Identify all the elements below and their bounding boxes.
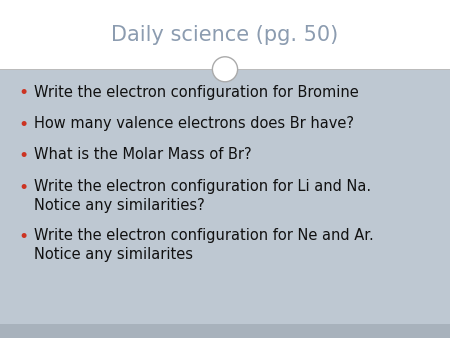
Text: Write the electron configuration for Li and Na.
Notice any similarities?: Write the electron configuration for Li … [34, 179, 371, 213]
Text: What is the Molar Mass of Br?: What is the Molar Mass of Br? [34, 147, 252, 162]
FancyBboxPatch shape [0, 69, 450, 324]
Text: Daily science (pg. 50): Daily science (pg. 50) [112, 25, 338, 46]
Text: How many valence electrons does Br have?: How many valence electrons does Br have? [34, 116, 354, 131]
Text: •: • [18, 84, 28, 102]
Text: •: • [18, 147, 28, 165]
Text: •: • [18, 228, 28, 246]
Text: •: • [18, 116, 28, 134]
Text: •: • [18, 179, 28, 197]
Ellipse shape [212, 57, 238, 82]
FancyBboxPatch shape [0, 324, 450, 338]
Text: Write the electron configuration for Ne and Ar.
Notice any similarites: Write the electron configuration for Ne … [34, 228, 374, 262]
Text: Write the electron configuration for Bromine: Write the electron configuration for Bro… [34, 84, 359, 99]
FancyBboxPatch shape [0, 0, 450, 69]
